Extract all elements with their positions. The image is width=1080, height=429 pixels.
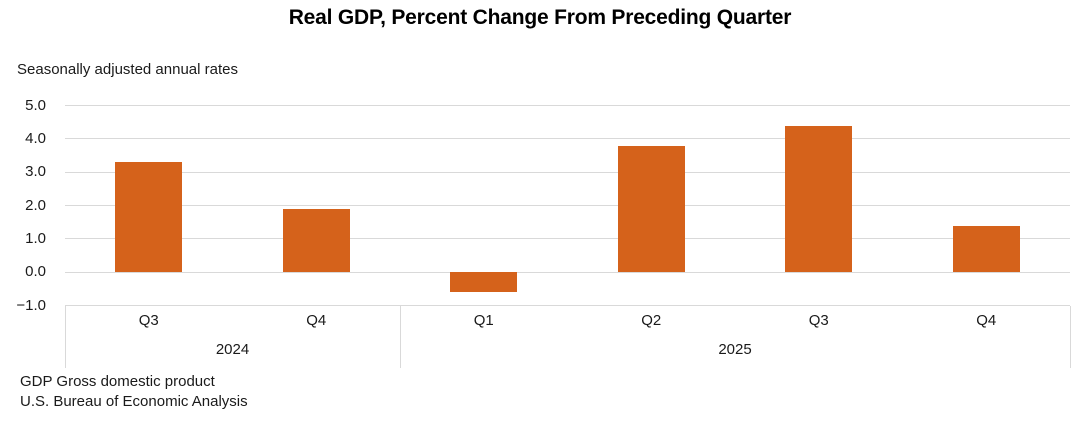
gridline [65,105,1070,106]
gridline [65,238,1070,240]
x-axis-quarter-label: Q3 [138,312,159,329]
chart-subtitle: Seasonally adjusted annual rates [17,61,238,78]
chart-footer: GDP Gross domestic product U.S. Bureau o… [20,372,248,412]
y-axis-tick-label: 2.0 [25,196,46,214]
y-axis-tick-label: −1.0 [16,296,46,314]
gridline [65,305,1070,306]
bar-2025-Q2 [617,145,685,273]
gridline [65,138,1070,140]
x-axis-quarter-label: Q3 [808,312,829,329]
x-axis-year-label: 2025 [718,341,752,358]
bar-2024-Q4 [282,208,350,273]
x-axis-quarter-label: Q1 [473,312,494,329]
gridline [65,271,1070,273]
bar-2025-Q3 [785,125,853,273]
y-axis-tick-label: 1.0 [25,229,46,247]
y-axis-tick-label: 4.0 [25,129,46,147]
axis-group-separator [65,305,66,368]
bar-2025-Q4 [952,225,1020,273]
x-axis-quarter-label: Q4 [306,312,327,329]
bar-2025-Q1 [450,272,518,293]
bar-2024-Q3 [115,162,183,273]
y-axis-tick-label: 5.0 [25,96,46,114]
y-axis-tick-label: 0.0 [25,263,46,281]
gridline [65,205,1070,206]
y-axis-tick-label: 3.0 [25,163,46,181]
axis-group-separator [1070,305,1071,368]
chart-title: Real GDP, Percent Change From Preceding … [288,6,792,29]
x-axis-quarter-label: Q2 [641,312,662,329]
x-axis-year-label: 2024 [215,341,250,358]
footer-source: U.S. Bureau of Economic Analysis [20,393,248,410]
gridline [65,171,1070,173]
x-axis-quarter-label: Q4 [976,312,997,329]
footer-note-gdp: GDP Gross domestic product [20,373,215,390]
axis-group-separator [400,305,401,368]
